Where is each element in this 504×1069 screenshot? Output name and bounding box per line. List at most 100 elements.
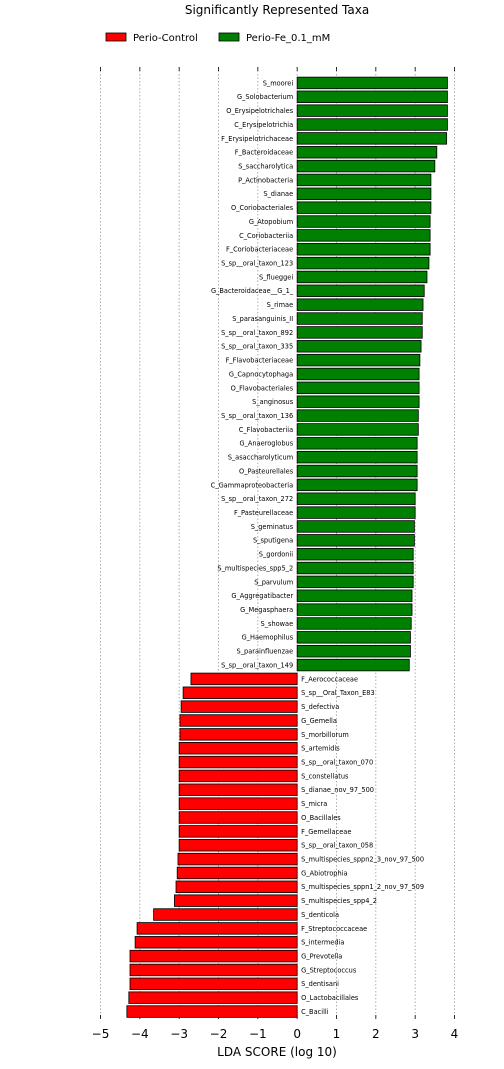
tick-label: 3 <box>411 1027 419 1041</box>
tick-label: −1 <box>249 1027 267 1041</box>
bar <box>296 215 431 228</box>
tick-label: −2 <box>210 1027 228 1041</box>
bar <box>296 76 448 90</box>
legend-swatch <box>105 32 127 42</box>
bar-label: S_intermedia <box>301 939 344 947</box>
bars <box>126 76 448 1018</box>
bar <box>296 381 420 395</box>
bar <box>296 409 419 422</box>
bar <box>296 617 412 630</box>
bar-label: S_sp__oral_taxon_149 <box>221 661 293 669</box>
bar-label: F_Flavobacteriaceae <box>226 357 294 365</box>
bar <box>179 714 298 727</box>
bar-label: G_Abiotrophia <box>301 869 347 877</box>
bar-label: S_dianae_nov_97_500 <box>301 786 374 794</box>
bar-label: F_Coriobacteriaceae <box>226 246 293 254</box>
bar <box>296 340 422 353</box>
bar-label: O_Flavobacteriales <box>231 384 294 392</box>
bar <box>126 1005 298 1018</box>
bar <box>180 700 298 713</box>
bar-label: P_Actinobacteria <box>238 176 293 184</box>
bar <box>296 534 415 547</box>
bar <box>296 90 448 103</box>
bar-label: S_sp__oral_taxon_058 <box>301 842 373 850</box>
bar-label: O_Pasteurellales <box>239 467 294 475</box>
bar-label: S_parasanguinis_II <box>232 315 293 323</box>
bar-label: O_Lactobacillales <box>301 994 359 1002</box>
bar-label: S_dentisani <box>301 980 339 988</box>
bar <box>179 728 298 741</box>
bar-label: S_geminatus <box>251 523 294 531</box>
bar <box>178 825 298 838</box>
bar-label: O_Erysipelotrichales <box>226 107 294 115</box>
bar <box>296 146 438 159</box>
bar-label: S_parvulum <box>254 578 293 586</box>
bar-label: S_moorei <box>263 79 294 87</box>
bar <box>136 922 298 935</box>
legend-label: Perio-Control <box>133 33 198 44</box>
bar-label: G_Solobacterium <box>237 93 293 101</box>
bar <box>296 159 436 173</box>
bar <box>153 908 298 921</box>
bar <box>296 256 430 270</box>
bar <box>296 298 424 311</box>
bar <box>296 367 420 381</box>
bar <box>296 575 414 589</box>
bar <box>296 118 448 131</box>
bar-label: S_sp__oral_taxon_070 <box>301 758 373 766</box>
bar-label: S_dianae <box>263 190 293 198</box>
bar <box>182 686 298 699</box>
bar <box>296 450 418 464</box>
bar <box>296 423 419 436</box>
bar-label: S_multispecies_sppn2_3_nov_97_500 <box>301 855 424 863</box>
bar-label: S_anginosus <box>252 398 294 406</box>
bar-label: G_Streptococcus <box>301 966 357 974</box>
bar <box>296 603 413 616</box>
bar <box>296 104 448 117</box>
bar <box>296 561 414 575</box>
bar-label: S_defectiva <box>301 703 339 711</box>
bar <box>178 783 298 796</box>
bar <box>296 437 418 450</box>
bar <box>296 243 431 256</box>
bar <box>296 326 423 339</box>
bar-label: S_constellatus <box>301 772 349 780</box>
bar-label: F_Pasteurellaceae <box>234 509 293 517</box>
bar <box>296 312 423 325</box>
bar <box>296 270 428 284</box>
bar <box>129 977 298 991</box>
bar <box>190 672 298 686</box>
bar <box>178 742 298 755</box>
bar-label: S_parainfluenzae <box>237 648 294 656</box>
legend-swatch <box>218 32 240 42</box>
bar-label: S_sp__oral_taxon_892 <box>221 329 293 337</box>
tick-label: 2 <box>372 1027 380 1041</box>
bar <box>296 229 431 242</box>
bar-label: S_gordonii <box>259 551 294 559</box>
bar <box>296 547 414 561</box>
bar-label: S_sputigena <box>253 537 293 545</box>
bar-label: G_Aggregatibacter <box>231 592 293 600</box>
bar-label: S_sp__oral_taxon_272 <box>221 495 293 503</box>
bar <box>296 589 413 602</box>
bar-label: S_multispecies_sppn1_2_nov_97_509 <box>301 883 424 891</box>
bar <box>296 658 410 672</box>
bar <box>296 187 432 201</box>
bar <box>296 478 418 492</box>
bar-labels: S_moorei G_Solobacterium O_Erysipelotricha… <box>211 79 424 1016</box>
bar-label: S_saccharolytica <box>238 162 293 170</box>
bar-label: S_showae <box>261 620 294 628</box>
tick-label: −4 <box>131 1027 149 1041</box>
bar <box>129 949 298 963</box>
bar-label: S_multispecies_spp5_2 <box>217 564 293 572</box>
bar-label: F_Aerococcaceae <box>301 675 358 683</box>
bar-label: C_Gammaproteobacteria <box>211 481 293 489</box>
bar <box>178 755 298 769</box>
bar-label: C_Bacilli <box>301 1008 329 1016</box>
bar-label: G_Gemella <box>301 717 337 725</box>
bar <box>296 353 421 367</box>
bar-label: G_Prevotella <box>301 953 342 961</box>
legend: Perio-Control Perio-Fe_0.1_mM <box>105 32 330 44</box>
bar <box>296 284 425 298</box>
